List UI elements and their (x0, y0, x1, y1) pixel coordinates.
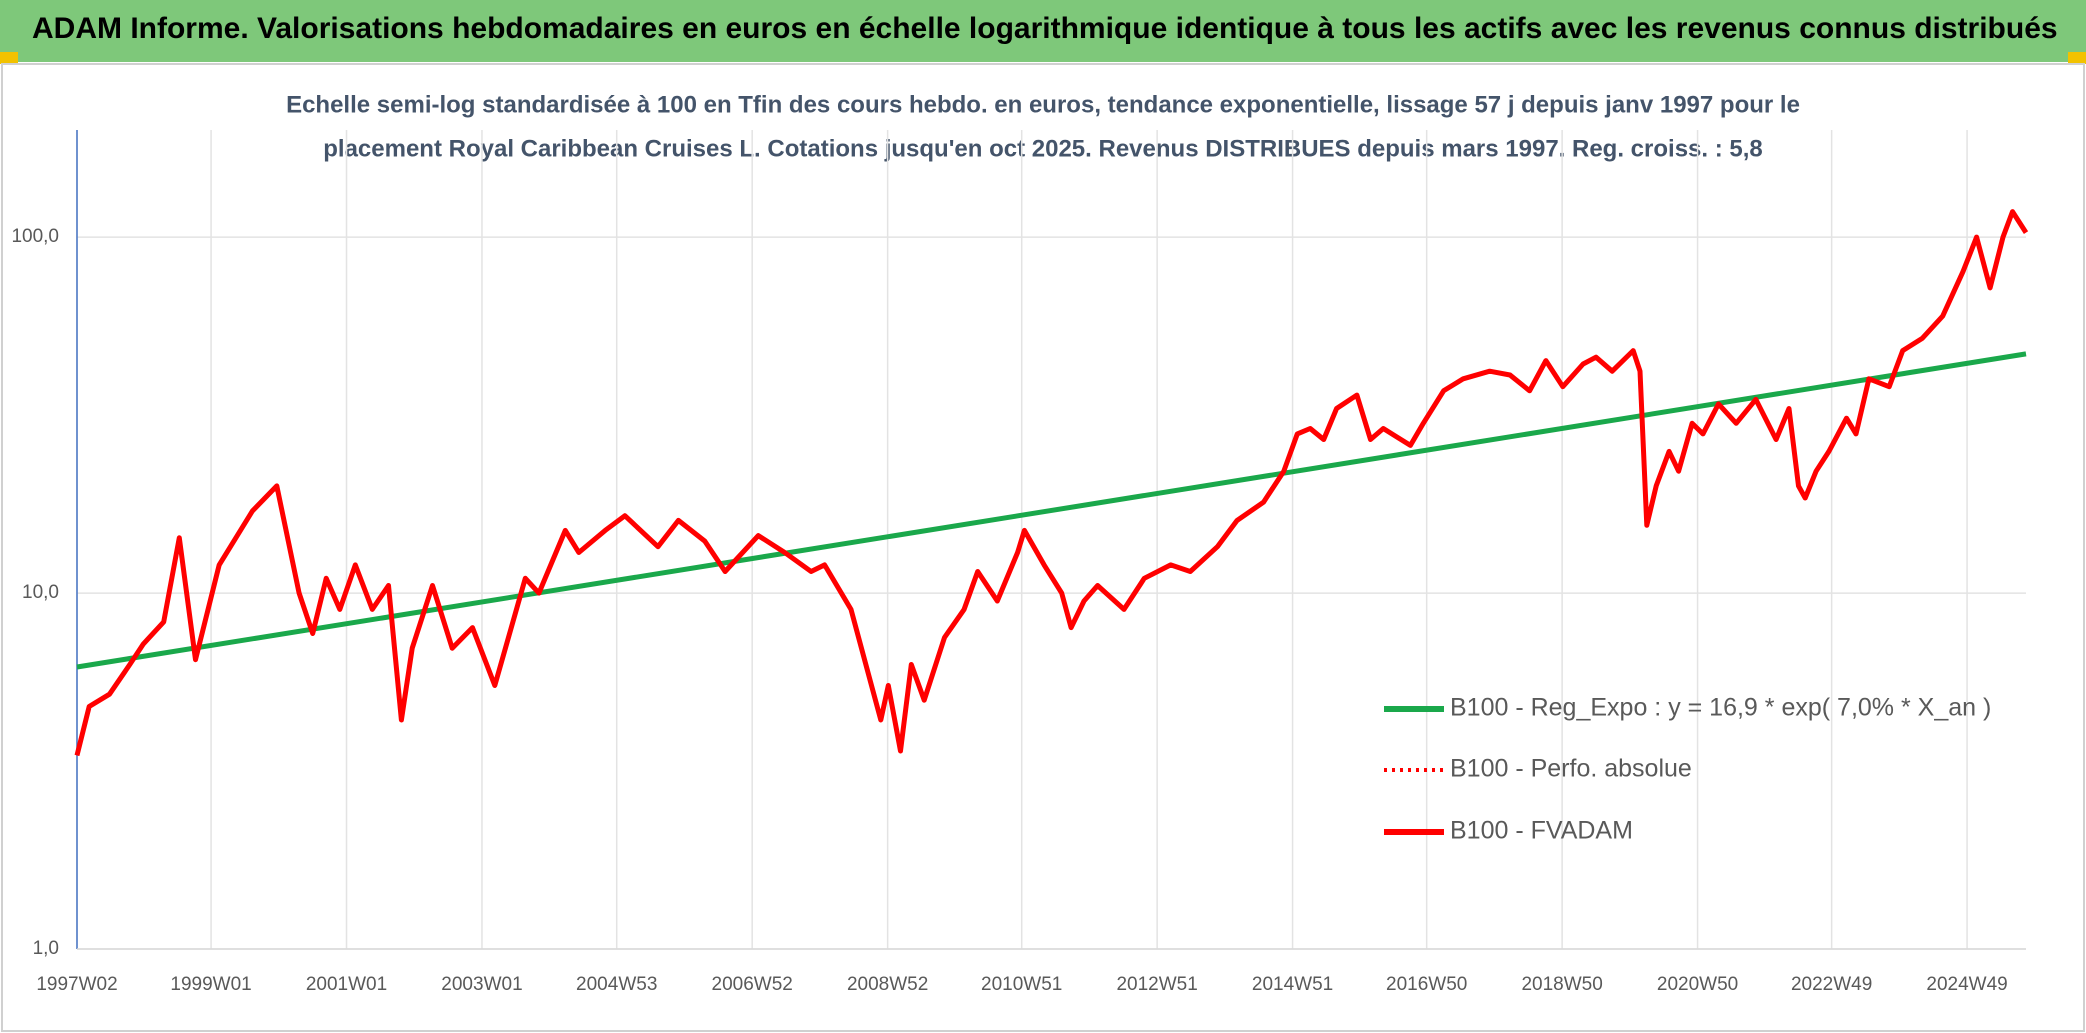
corner-mark (0, 52, 18, 64)
x-tick-label: 2012W51 (1116, 974, 1197, 995)
x-tick-label: 2022W49 (1791, 974, 1872, 995)
chart-subtitle: placement Royal Caribbean Cruises L. Cot… (323, 135, 1763, 162)
chart-title: ADAM Informe. Valorisations hebdomadaire… (32, 12, 2058, 45)
y-tick-label: 100,0 (11, 226, 59, 247)
frame (1, 63, 2085, 1032)
series-line (74, 209, 2029, 757)
y-tick-label: 1,0 (33, 938, 59, 959)
series-line (76, 351, 2027, 670)
x-tick-label: 1999W01 (170, 974, 251, 995)
chart-subtitle: Echelle semi-log standardisée à 100 en T… (286, 91, 1800, 118)
x-tick-label: 2003W01 (441, 974, 522, 995)
legend-label: B100 - Reg_Expo : y = 16,9 * exp( 7,0% *… (1450, 694, 1991, 722)
x-tick-label: 2004W53 (576, 974, 657, 995)
legend-label: B100 - FVADAM (1450, 817, 1633, 845)
corner-mark (2068, 52, 2086, 64)
x-tick-label: 2008W52 (847, 974, 928, 995)
x-tick-label: 2010W51 (981, 974, 1062, 995)
title-bar (0, 0, 2086, 62)
legend-label: B100 - Perfo. absolue (1450, 755, 1692, 783)
x-tick-label: 2018W50 (1521, 974, 1602, 995)
x-tick-label: 1997W02 (36, 974, 117, 995)
x-tick-label: 2006W52 (712, 974, 793, 995)
x-tick-label: 2024W49 (1926, 974, 2007, 995)
x-tick-label: 2001W01 (306, 974, 387, 995)
x-tick-label: 2016W50 (1386, 974, 1467, 995)
y-tick-label: 10,0 (22, 582, 59, 603)
x-tick-label: 2014W51 (1252, 974, 1333, 995)
x-tick-label: 2020W50 (1657, 974, 1738, 995)
